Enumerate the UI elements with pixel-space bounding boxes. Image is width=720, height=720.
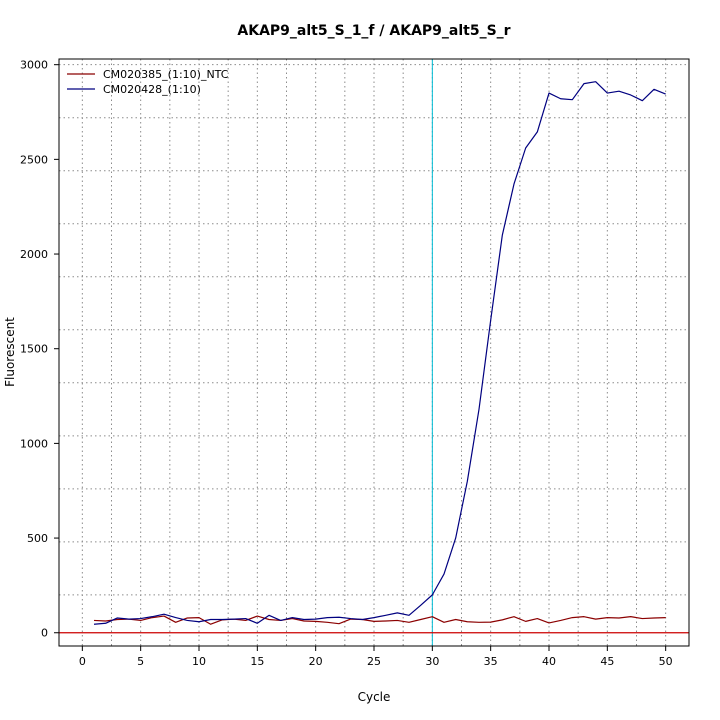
series-line-2 [93, 81, 666, 625]
legend-label-2: CM020428_(1:10) [103, 83, 201, 96]
x-tick-label: 15 [250, 655, 264, 668]
x-tick-label: 5 [137, 655, 144, 668]
y-tick-label: 2000 [20, 248, 48, 261]
x-tick-label: 35 [484, 655, 498, 668]
x-tick-label: 30 [425, 655, 439, 668]
x-axis-label: Cycle [358, 690, 391, 704]
y-tick-label: 1500 [20, 343, 48, 356]
legend: CM020385_(1:10)_NTC CM020428_(1:10) [67, 68, 229, 96]
y-tick-label: 3000 [20, 59, 48, 72]
x-tick-label: 10 [192, 655, 206, 668]
x-axis: 0 5 10 15 20 25 30 35 40 45 50 [79, 646, 673, 668]
grid [59, 59, 689, 646]
y-tick-label: 1000 [20, 437, 48, 450]
y-tick-label: 2500 [20, 153, 48, 166]
y-tick-label: 0 [41, 627, 48, 640]
x-tick-label: 20 [309, 655, 323, 668]
x-tick-label: 0 [79, 655, 86, 668]
chart-title: AKAP9_alt5_S_1_f / AKAP9_alt5_S_r [237, 23, 510, 39]
series-line-1 [93, 615, 666, 625]
x-tick-label: 25 [367, 655, 381, 668]
legend-label-1: CM020385_(1:10)_NTC [103, 68, 229, 81]
x-tick-label: 45 [600, 655, 614, 668]
x-tick-label: 40 [542, 655, 556, 668]
y-axis: 0 500 1000 1500 2000 2500 3000 [20, 59, 59, 640]
y-axis-label: Fluorescent [3, 317, 17, 387]
series-layer [93, 81, 666, 625]
x-tick-label: 50 [659, 655, 673, 668]
y-tick-label: 500 [27, 532, 48, 545]
